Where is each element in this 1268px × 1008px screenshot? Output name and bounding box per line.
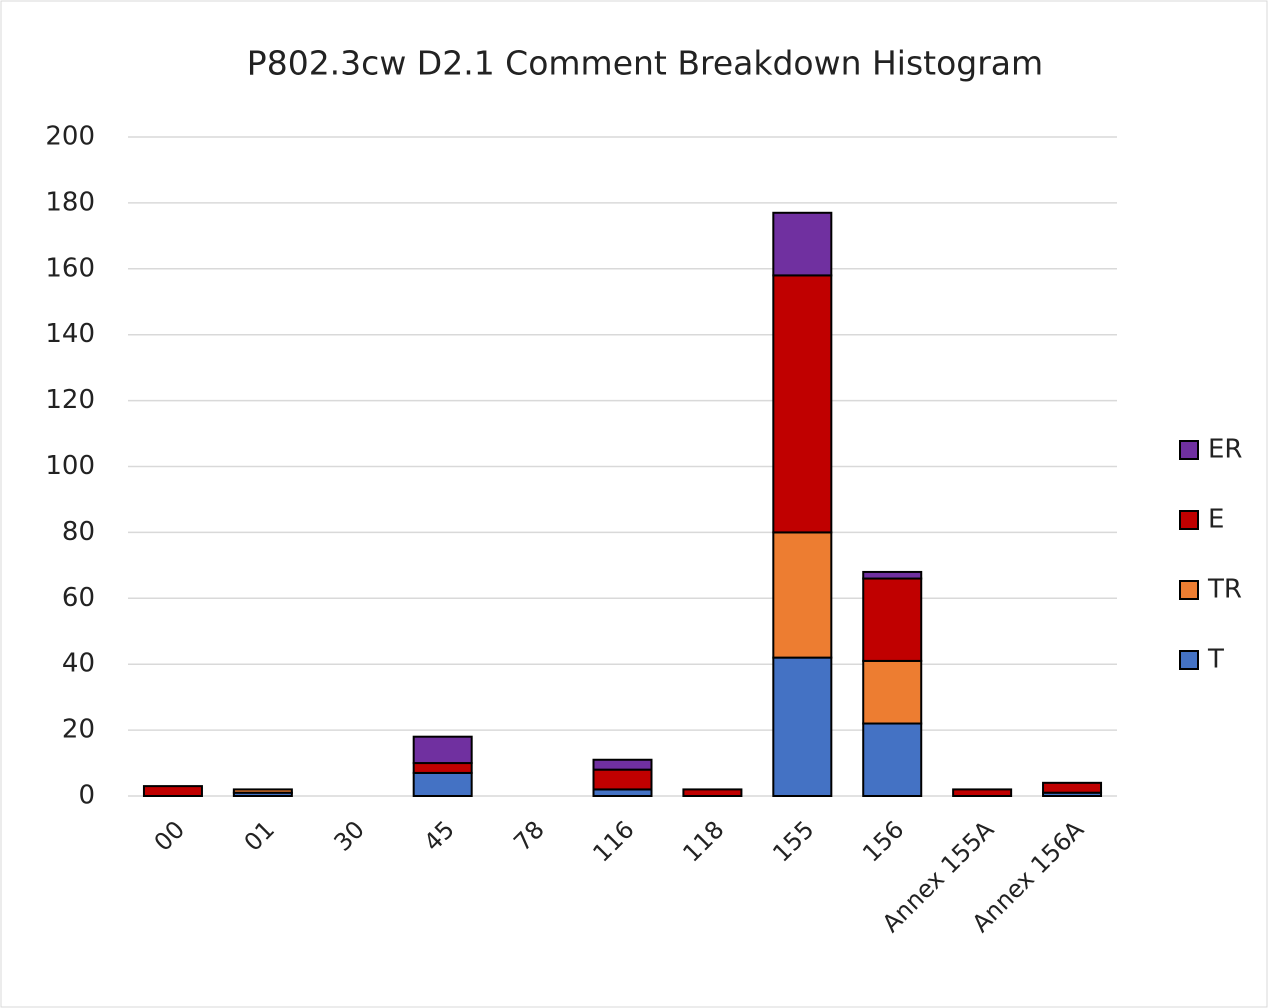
y-tick-label: 120 [45,385,95,415]
legend-label: E [1208,505,1224,535]
bar-segment [412,735,473,765]
bar-segment [1042,781,1103,794]
bar-segment [772,211,833,277]
legend-label: TR [1207,575,1242,605]
y-tick-label: 60 [62,583,95,613]
legend-swatch [1179,580,1199,600]
y-tick-label: 80 [62,517,95,547]
chart-title: P802.3cw D2.1 Comment Breakdown Histogra… [247,44,1043,83]
y-tick-label: 160 [45,253,95,283]
bar-segment [952,788,1013,797]
y-tick-label: 180 [45,187,95,217]
bar-segment [412,771,473,797]
y-tick-label: 200 [45,122,95,152]
legend-label: T [1207,645,1224,675]
legend-swatch [1179,510,1199,530]
y-tick-label: 100 [45,451,95,481]
legend-label: ER [1208,435,1243,465]
bar-segment [412,762,473,774]
legend-swatch [1179,440,1199,460]
bar-segment [232,788,293,794]
bar-segment [862,577,923,662]
bar-segment [772,656,833,797]
bar-segment [772,274,833,534]
legend-swatch [1179,650,1199,670]
bar-segment [592,768,653,791]
bar-segment [862,722,923,798]
y-tick-label: 140 [45,319,95,349]
y-tick-label: 0 [78,781,95,811]
bar-segment [592,758,653,771]
bar-segment [862,659,923,725]
y-tick-label: 20 [62,715,95,745]
bar-segment [682,788,743,797]
bar-segment [772,531,833,659]
bar-segment [142,785,203,797]
y-tick-label: 40 [62,649,95,679]
bar-segment [862,570,923,580]
